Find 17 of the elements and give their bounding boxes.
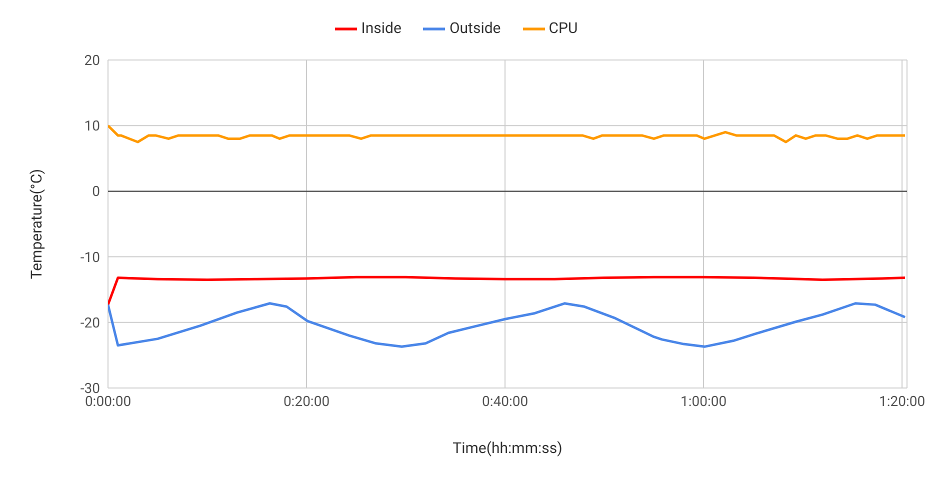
x-axis-title: Time(hh:mm:ss) bbox=[452, 439, 562, 457]
x-tick-label: 1:20:00 bbox=[878, 394, 926, 410]
y-tick-label: -10 bbox=[80, 250, 100, 266]
y-tick-label: 10 bbox=[84, 118, 100, 135]
line-series bbox=[108, 302, 906, 348]
y-tick-label: 20 bbox=[84, 52, 100, 69]
y-tick-label: -20 bbox=[80, 315, 100, 332]
line-series bbox=[108, 276, 906, 306]
x-tick-label: 1:00:00 bbox=[680, 394, 727, 410]
legend-label: CPU bbox=[548, 18, 578, 37]
x-tick-label: 0:40:00 bbox=[482, 394, 528, 410]
y-axis-title: Temperature(°C) bbox=[27, 168, 46, 280]
x-tick-label: 0:20:00 bbox=[283, 394, 330, 410]
y-tick-label: 0 bbox=[92, 184, 100, 200]
legend-label: Outside bbox=[449, 18, 501, 37]
line-series bbox=[108, 124, 906, 144]
legend-label: Inside bbox=[361, 18, 402, 37]
